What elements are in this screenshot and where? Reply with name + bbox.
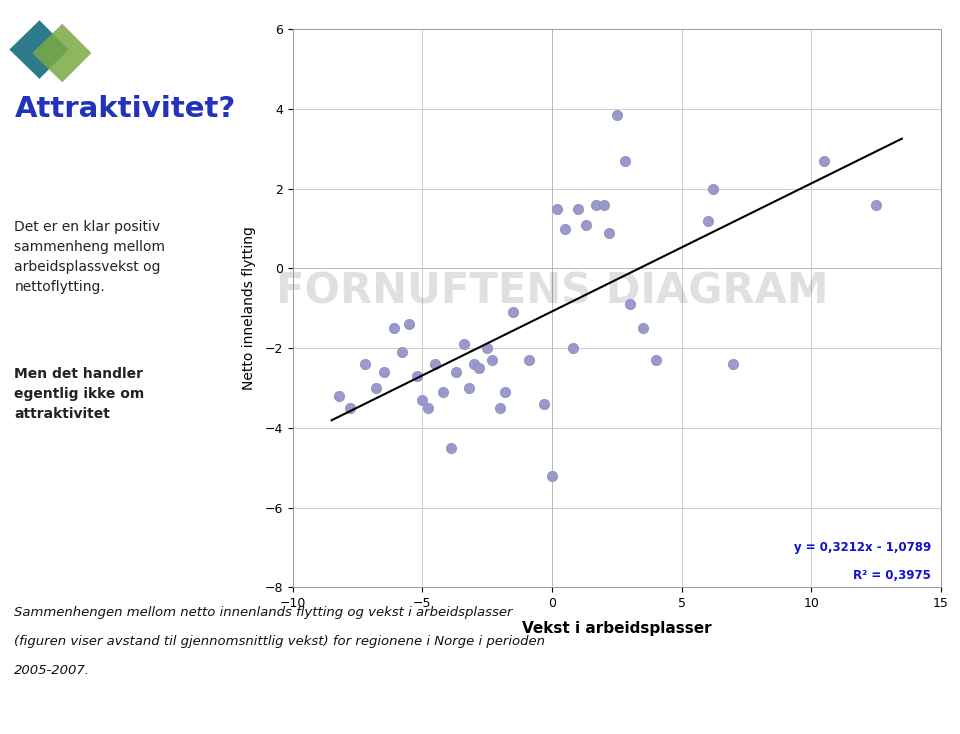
Point bbox=[544, 470, 560, 482]
Text: 10: 10 bbox=[929, 712, 946, 725]
Point bbox=[410, 370, 425, 382]
Point bbox=[394, 346, 409, 358]
Point bbox=[521, 355, 537, 366]
Text: Lars U Kobro: Lars U Kobro bbox=[125, 712, 204, 725]
Point bbox=[492, 402, 508, 414]
Point bbox=[485, 355, 500, 366]
Point bbox=[700, 215, 715, 227]
Text: 2005-2007.: 2005-2007. bbox=[14, 664, 90, 677]
Polygon shape bbox=[10, 21, 69, 79]
Point bbox=[549, 203, 564, 214]
Text: Men det handler
egentlig ikke om
attraktivitet: Men det handler egentlig ikke om attrakt… bbox=[14, 367, 145, 421]
Point bbox=[596, 199, 612, 211]
Point bbox=[565, 342, 581, 354]
Point bbox=[588, 199, 604, 211]
Point bbox=[401, 319, 417, 330]
Point bbox=[448, 366, 464, 378]
Polygon shape bbox=[32, 23, 91, 82]
Point bbox=[444, 442, 459, 454]
Point bbox=[479, 342, 495, 354]
Point bbox=[332, 390, 348, 401]
Point bbox=[456, 338, 471, 350]
Point bbox=[537, 398, 552, 410]
Point bbox=[816, 155, 831, 167]
Text: Attraktivitet?: Attraktivitet? bbox=[14, 95, 235, 123]
Point bbox=[648, 355, 663, 366]
Text: 13.01.2010: 13.01.2010 bbox=[12, 712, 84, 725]
Text: Sammenhengen mellom netto innenlands flytting og vekst i arbeidsplasser: Sammenhengen mellom netto innenlands fly… bbox=[14, 606, 513, 619]
Point bbox=[386, 322, 401, 334]
Point bbox=[868, 199, 883, 211]
X-axis label: Vekst i arbeidsplasser: Vekst i arbeidsplasser bbox=[522, 621, 711, 636]
Point bbox=[578, 219, 593, 230]
Point bbox=[617, 155, 633, 167]
Point bbox=[358, 358, 373, 370]
Point bbox=[609, 109, 624, 121]
Text: telemarksforsking.no: telemarksforsking.no bbox=[730, 712, 862, 725]
Point bbox=[420, 402, 435, 414]
Point bbox=[497, 386, 513, 398]
Text: FORNUFTENS DIAGRAM: FORNUFTENS DIAGRAM bbox=[276, 271, 828, 313]
Text: Det er en klar positiv
sammenheng mellom
arbeidsplassvekst og
nettoflytting.: Det er en klar positiv sammenheng mellom… bbox=[14, 220, 165, 294]
Y-axis label: Netto innelands flytting: Netto innelands flytting bbox=[242, 226, 256, 390]
Point bbox=[705, 183, 720, 195]
Point bbox=[375, 366, 392, 378]
Point bbox=[601, 227, 616, 239]
Point bbox=[368, 382, 383, 394]
Point bbox=[557, 222, 572, 234]
Text: R² = 0,3975: R² = 0,3975 bbox=[853, 569, 931, 581]
Point bbox=[467, 358, 482, 370]
Point bbox=[436, 386, 451, 398]
Text: y = 0,3212x - 1,0789: y = 0,3212x - 1,0789 bbox=[794, 541, 931, 553]
Point bbox=[726, 358, 741, 370]
Point bbox=[462, 382, 477, 394]
Point bbox=[415, 394, 430, 406]
Point bbox=[570, 203, 586, 214]
Point bbox=[636, 322, 651, 334]
Point bbox=[342, 402, 357, 414]
Point bbox=[622, 299, 637, 310]
Point bbox=[505, 306, 520, 318]
Point bbox=[428, 358, 444, 370]
Point bbox=[471, 362, 487, 374]
Text: (figuren viser avstand til gjennomsnittlig vekst) for regionene i Norge i period: (figuren viser avstand til gjennomsnittl… bbox=[14, 635, 545, 648]
